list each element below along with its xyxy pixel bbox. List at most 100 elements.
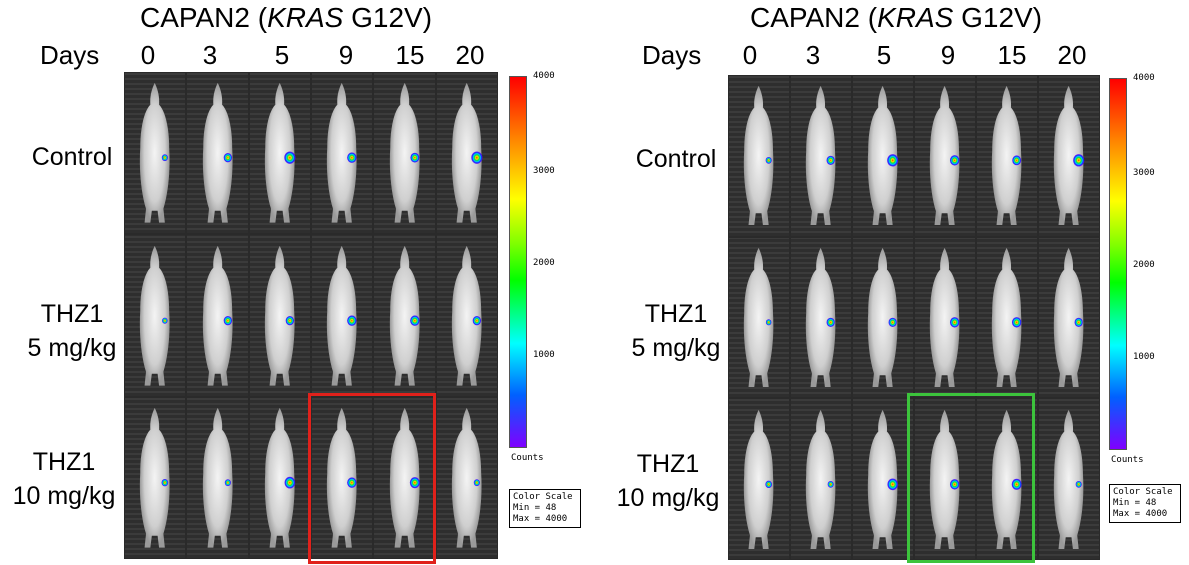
mouse-image-grid	[728, 75, 1100, 560]
mouse-body	[930, 409, 960, 549]
title-prefix: CAPAN2 (	[750, 2, 878, 33]
mouse-cell	[312, 235, 373, 396]
mouse-image	[327, 83, 358, 223]
mouse-cell	[915, 76, 975, 236]
mouse-image	[930, 247, 960, 387]
mouse-body	[264, 245, 295, 386]
tumor-signal	[471, 151, 483, 165]
day-label: 3	[805, 40, 821, 70]
mouse-image	[202, 245, 233, 386]
mouse-cell	[125, 73, 186, 234]
mouse-body	[992, 409, 1022, 549]
mouse-image	[806, 247, 836, 387]
mouse-cell	[312, 397, 373, 558]
mouse-body	[202, 245, 233, 386]
mouse-cell	[187, 73, 248, 234]
mouse-cell	[374, 235, 435, 396]
tumor-signal	[887, 478, 899, 490]
panel-title: CAPAN2 (KRAS G12V)	[750, 2, 1042, 34]
tumor-signal	[950, 155, 960, 166]
mouse-image	[451, 83, 483, 223]
mouse-body	[389, 83, 420, 223]
mouse-image	[202, 83, 233, 223]
mouse-body	[806, 409, 836, 549]
mouse-cell	[436, 397, 497, 558]
tumor-signal	[161, 479, 169, 487]
mouse-image	[451, 245, 482, 386]
row-label-thz1-10: THZ1 10 mg/kg	[616, 450, 720, 512]
mouse-cell	[729, 237, 789, 398]
mouse-cell	[249, 73, 310, 234]
tumor-signal	[828, 480, 835, 488]
mouse-image	[992, 247, 1022, 387]
mouse-cell	[312, 73, 373, 234]
colorbar-tick: 3000	[533, 166, 555, 176]
day-label: 9	[338, 40, 354, 70]
mouse-cell	[977, 237, 1037, 398]
mouse-body	[930, 86, 960, 226]
color-scale-bar	[509, 76, 527, 448]
mouse-body	[806, 86, 836, 226]
mouse-body	[264, 83, 295, 223]
mouse-image	[389, 245, 420, 386]
tumor-signal	[826, 156, 836, 166]
mouse-cell	[915, 399, 975, 559]
day-label: 20	[455, 40, 485, 70]
mouse-cell	[729, 399, 789, 559]
day-label: 9	[940, 40, 956, 70]
row-label-control: Control	[31, 143, 113, 171]
mouse-cell	[977, 76, 1037, 236]
mouse-image	[744, 409, 774, 549]
tumor-signal	[347, 477, 358, 488]
tumor-signal	[473, 479, 481, 487]
mouse-cell	[915, 237, 975, 398]
mouse-body	[327, 83, 357, 223]
tumor-signal	[409, 315, 420, 326]
colorbar-tick: 2000	[533, 258, 555, 268]
mouse-image	[868, 409, 899, 549]
mouse-image	[806, 86, 836, 226]
colorbar-units: Counts	[511, 453, 544, 463]
panel-title: CAPAN2 (KRAS G12V)	[140, 2, 432, 34]
mouse-image	[868, 247, 898, 387]
mouse-cell	[125, 397, 186, 558]
mouse-body	[451, 407, 482, 548]
row-label-control: Control	[635, 145, 717, 173]
mouse-cell	[187, 397, 248, 558]
mouse-image	[264, 245, 295, 386]
mouse-image	[744, 247, 774, 387]
mouse-cell	[249, 397, 310, 558]
mouse-image	[389, 83, 420, 223]
mouse-body	[202, 407, 233, 548]
tumor-signal	[224, 479, 231, 487]
mouse-body	[992, 247, 1022, 387]
mouse-image	[744, 86, 774, 226]
imaging-panel-right: CAPAN2 (KRAS G12V) Days 0 3 5 9 15 20 Co…	[600, 0, 1189, 565]
mouse-image	[264, 407, 296, 548]
mouse-cell	[1039, 399, 1099, 559]
mouse-cell	[436, 73, 497, 234]
mouse-body	[868, 86, 898, 226]
mouse-image	[140, 245, 170, 386]
mouse-cell	[853, 76, 913, 236]
mouse-image	[140, 83, 170, 223]
mouse-body	[1054, 86, 1084, 226]
mouse-body	[868, 247, 898, 387]
tumor-signal	[1012, 317, 1022, 328]
mouse-image	[806, 409, 836, 549]
day-label: 15	[395, 40, 425, 70]
mouse-cell	[791, 76, 851, 236]
mouse-body	[744, 247, 774, 387]
mouse-body	[451, 245, 482, 386]
tumor-signal	[285, 315, 295, 326]
mouse-cell	[853, 237, 913, 398]
tumor-signal	[472, 315, 482, 326]
highlight-box-red	[308, 393, 436, 564]
mouse-body	[389, 245, 420, 386]
mouse-body	[744, 409, 774, 549]
day-label: 3	[202, 40, 218, 70]
mouse-cell	[791, 237, 851, 398]
color-scale-bar	[1109, 78, 1127, 450]
tumor-signal	[765, 480, 773, 488]
tumor-signal	[284, 476, 296, 489]
